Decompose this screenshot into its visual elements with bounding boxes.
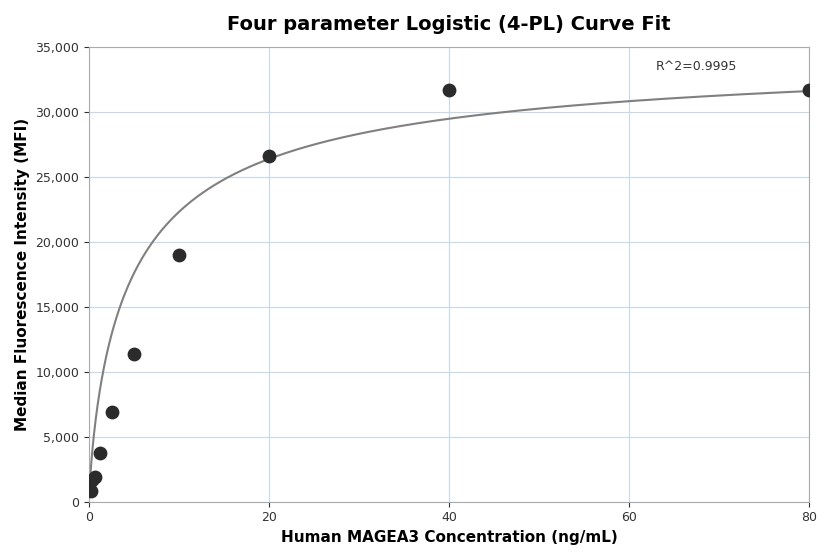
Point (86, 475, 99, 484)
Point (105, 408, 118, 417)
Point (172, 250, 186, 259)
Point (94, 449, 107, 458)
Point (127, 349, 141, 358)
Point (802, 85, 815, 94)
Point (443, 85, 456, 94)
X-axis label: Human MAGEA3 Concentration (ng/mL): Human MAGEA3 Concentration (ng/mL) (280, 530, 617, 545)
Text: R^2=0.9995: R^2=0.9995 (656, 60, 737, 73)
Point (262, 151, 275, 160)
Title: Four parameter Logistic (4-PL) Curve Fit: Four parameter Logistic (4-PL) Curve Fit (227, 15, 671, 34)
Y-axis label: Median Fluorescence Intensity (MFI): Median Fluorescence Intensity (MFI) (15, 118, 30, 431)
Point (84, 487, 97, 496)
Point (88, 473, 102, 482)
